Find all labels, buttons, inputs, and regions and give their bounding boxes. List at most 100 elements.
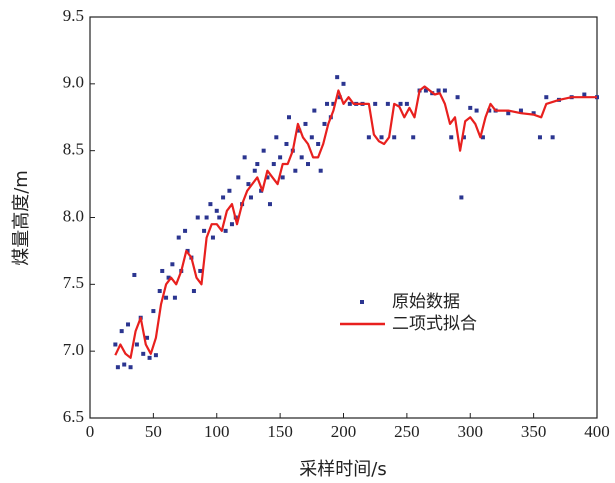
data-point [274,135,279,140]
data-point [385,101,390,106]
data-point [221,195,226,200]
y-tick-label: 8.0 [63,206,84,225]
data-point [229,222,234,227]
data-point [366,135,371,140]
data-point [468,105,473,110]
data-point [122,362,127,367]
data-point [312,108,317,113]
data-point [309,135,314,140]
data-point [335,75,340,80]
legend-label: 二项式拟合 [392,314,477,334]
data-point [265,175,270,180]
data-point [550,135,555,140]
data-point [284,141,289,146]
y-axis-title: 煤量高度/m [11,170,32,266]
data-point [170,262,175,267]
x-tick-label: 150 [267,422,293,441]
data-point [164,295,169,300]
data-point [436,88,441,93]
data-point [461,135,466,140]
x-tick-label: 250 [394,422,420,441]
data-point [210,235,215,240]
data-point [255,162,260,167]
data-point [261,148,266,153]
data-point [271,162,276,167]
data-point [379,135,384,140]
data-point [423,88,428,93]
data-point [147,355,152,360]
x-tick-label: 400 [584,422,610,441]
data-point [128,365,133,370]
legend-marker [360,300,364,304]
data-point [544,95,549,100]
data-point [341,81,346,86]
data-point [151,309,156,314]
data-point [141,351,146,356]
data-point [306,162,311,167]
data-point [337,95,342,100]
data-point [145,335,150,340]
data-point [442,88,447,93]
legend-label: 原始数据 [392,292,460,312]
plot-frame [89,16,598,419]
data-point [474,108,479,113]
data-point [392,135,397,140]
data-point [236,175,241,180]
data-point [518,108,523,113]
x-tick-label: 50 [145,422,162,441]
data-point [316,141,321,146]
data-point [325,101,330,106]
data-point [449,135,454,140]
data-point [322,121,327,126]
data-point [132,272,137,277]
data-point [153,353,158,358]
data-point [195,215,200,220]
data-point [582,92,587,97]
y-tick-label: 7.5 [63,273,84,292]
data-point [293,168,298,173]
data-point [166,275,171,280]
x-tick-label: 100 [204,422,230,441]
y-tick-label: 8.5 [63,140,84,159]
data-point [267,202,272,207]
data-point [280,175,285,180]
x-axis-title: 采样时间/s [299,459,386,480]
y-tick-label: 6.5 [63,407,84,426]
data-point [214,208,219,213]
data-point [191,289,196,294]
data-point [398,101,403,106]
data-point [480,135,485,140]
data-point [202,228,207,233]
data-point [198,268,203,273]
data-point [113,342,118,347]
data-point [134,342,139,347]
data-point [297,128,302,133]
data-point [303,121,308,126]
data-point [531,111,536,116]
data-point [259,188,264,193]
data-point [223,228,228,233]
data-point [459,195,464,200]
y-tick-label: 9.5 [63,6,84,25]
data-point [183,228,188,233]
data-point [347,101,352,106]
data-point [318,168,323,173]
x-tick-label: 300 [458,422,484,441]
x-tick-label: 350 [521,422,547,441]
data-point [506,111,511,116]
data-point [246,182,251,187]
data-point [411,135,416,140]
data-point [286,115,291,120]
data-point [208,202,213,207]
y-tick-label: 9.0 [63,73,84,92]
data-point [278,155,283,160]
data-point [126,322,131,327]
data-point [204,215,209,220]
data-point [227,188,232,193]
data-point [217,215,222,220]
y-tick-label: 7.0 [63,340,84,359]
x-tick-label: 0 [86,422,95,441]
data-point [537,135,542,140]
data-point [115,365,120,370]
